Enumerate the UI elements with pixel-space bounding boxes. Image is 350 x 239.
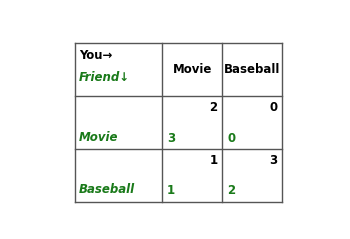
Text: Baseball: Baseball: [79, 183, 135, 196]
Text: 1: 1: [209, 154, 217, 167]
Text: 2: 2: [209, 101, 217, 114]
Text: Movie: Movie: [79, 131, 119, 144]
Text: Baseball: Baseball: [224, 63, 281, 76]
Text: 3: 3: [167, 132, 175, 145]
Text: 0: 0: [270, 101, 278, 114]
Text: 0: 0: [227, 132, 235, 145]
Text: Friend↓: Friend↓: [79, 71, 130, 84]
Text: 1: 1: [167, 184, 175, 197]
Text: 2: 2: [227, 184, 235, 197]
Text: 3: 3: [270, 154, 278, 167]
Text: You→: You→: [79, 49, 112, 62]
Text: Movie: Movie: [173, 63, 212, 76]
